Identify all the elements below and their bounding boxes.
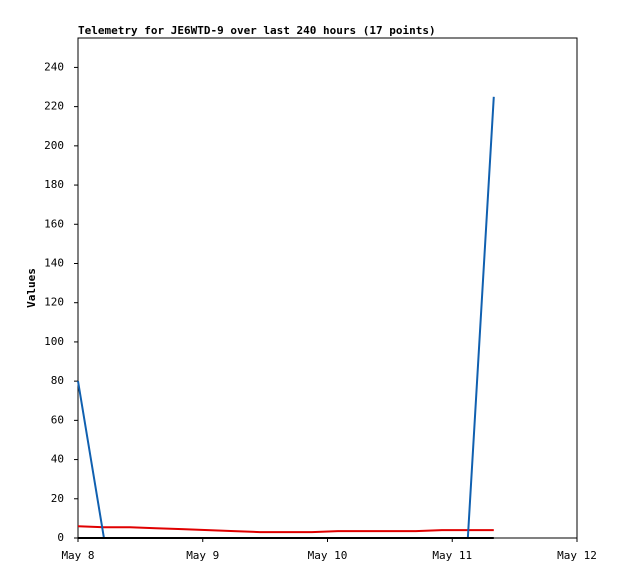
y-tick-label: 20 (51, 492, 64, 505)
y-tick-label: 60 (51, 413, 64, 426)
x-tick-label: May 9 (186, 549, 219, 562)
x-tick-label: May 8 (61, 549, 94, 562)
chart-title: Telemetry for JE6WTD-9 over last 240 hou… (78, 24, 436, 37)
y-tick-label: 140 (44, 256, 64, 269)
y-tick-label: 40 (51, 453, 64, 466)
y-tick-label: 0 (57, 531, 64, 544)
y-tick-label: 240 (44, 60, 64, 73)
x-tick-label: May 11 (432, 549, 472, 562)
y-tick-label: 100 (44, 335, 64, 348)
plot-frame (77, 37, 578, 539)
series-line (77, 96, 495, 539)
y-tick-label: 120 (44, 296, 64, 309)
y-tick-label: 180 (44, 178, 64, 191)
y-tick-label: 160 (44, 217, 64, 230)
x-tick-label: May 10 (308, 549, 348, 562)
x-tick-label: May 12 (557, 549, 597, 562)
y-tick-label: 200 (44, 139, 64, 152)
y-tick-label: 220 (44, 100, 64, 113)
series-line (77, 525, 494, 534)
y-axis-label: Values (25, 268, 38, 308)
y-tick-label: 80 (51, 374, 64, 387)
